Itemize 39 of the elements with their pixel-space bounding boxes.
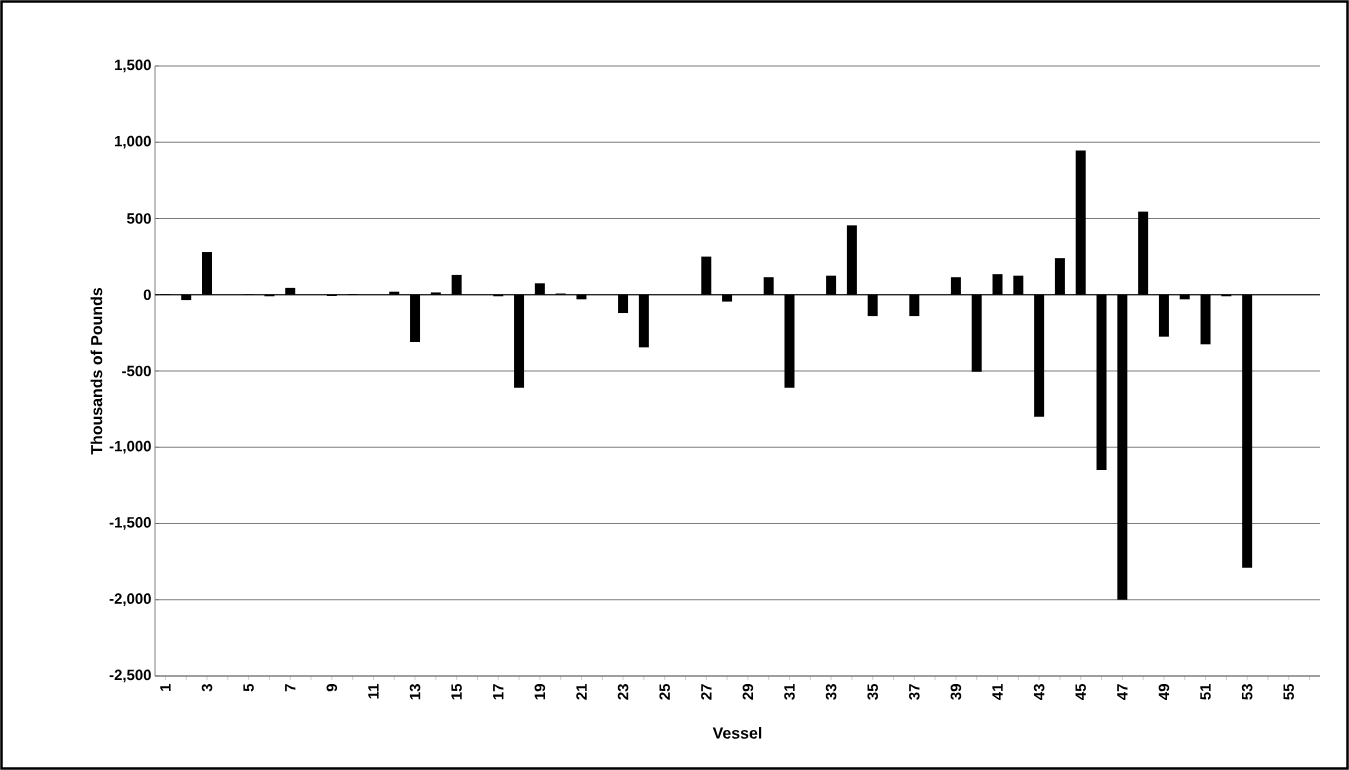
x-tick-label: 37 [909, 684, 920, 700]
x-tick-label: 23 [617, 684, 629, 700]
y-tick-label: 500 [127, 213, 151, 224]
y-tick-label: -2,000 [109, 593, 151, 607]
y-tick-label: -1,500 [109, 517, 151, 530]
x-tick-label: 17 [493, 684, 504, 700]
x-tick-label: 41 [992, 683, 1003, 700]
x-tick-label: 15 [451, 683, 462, 700]
y-tick-label: 0 [143, 289, 151, 301]
x-tick-label: 39 [950, 684, 962, 700]
x-tick-label: 45 [1075, 683, 1086, 700]
x-tick-label: 9 [326, 684, 338, 692]
x-tick-label: 3 [201, 684, 213, 692]
y-tick-label: 1,500 [115, 59, 151, 73]
x-tick-label: 21 [576, 683, 587, 700]
x-tick-label: 43 [1033, 684, 1045, 700]
x-tick-label: 25 [659, 683, 670, 700]
y-axis-title: Thousands of Pounds [90, 287, 103, 455]
x-tick-label: 1 [160, 683, 171, 691]
y-tick-label: -1,000 [109, 440, 151, 454]
x-tick-label: 5 [243, 683, 254, 692]
x-tick-label: 7 [285, 684, 296, 692]
x-tick-label: 19 [534, 684, 546, 700]
x-tick-label: 13 [409, 684, 421, 700]
y-tick-label: 1,000 [115, 135, 151, 149]
y-tick-label: -500 [122, 365, 151, 377]
x-tick-label: 27 [701, 684, 712, 700]
x-tick-label: 31 [784, 683, 795, 700]
x-tick-label: 47 [1117, 684, 1128, 700]
y-tick-label: -2,500 [109, 669, 151, 683]
x-axis-title: Vessel [712, 726, 762, 739]
x-tick-label: 29 [742, 684, 754, 700]
x-tick-label: 35 [867, 683, 878, 700]
x-tick-label: 49 [1158, 684, 1170, 700]
x-tick-label: 55 [1283, 683, 1294, 700]
x-tick-label: 53 [1241, 684, 1253, 700]
x-tick-label: 33 [825, 684, 837, 700]
x-tick-label: 51 [1200, 683, 1211, 700]
x-tick-label: 11 [368, 683, 379, 699]
